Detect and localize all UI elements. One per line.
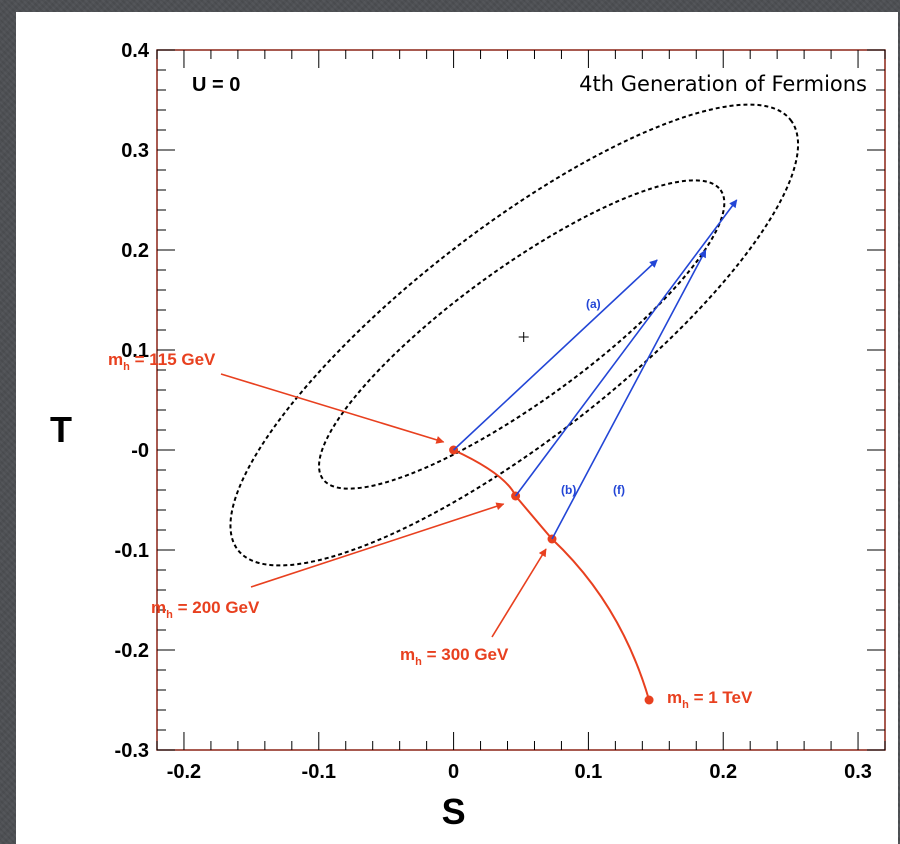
- outer-ellipse: [229, 103, 800, 567]
- fermion-arrow: [551, 249, 707, 540]
- chart-panel: -0.2 -0.1 0 0.1 0.2 0.3 0.4 0.3 0.2 0.1 -0 -0.1 -0.2…: [16, 12, 898, 844]
- y-tick-label: 0.4: [121, 40, 150, 62]
- higgs-mass-label: mh = 115 GeV: [108, 350, 216, 373]
- y-tick-label: 0.3: [121, 140, 149, 162]
- y-tick-label: 0.1: [121, 340, 149, 362]
- fermion-arrow: [514, 199, 738, 497]
- higgs-point: [644, 695, 654, 705]
- higgs-mass-label: mh = 200 GeV: [151, 598, 260, 621]
- x-tick-label: 0.1: [575, 761, 603, 783]
- y-tick-label: -0.3: [115, 740, 149, 762]
- st-plot: -0.2 -0.1 0 0.1 0.2 0.3 0.4 0.3 0.2 0.1 -0 -0.1 -0.2…: [50, 40, 886, 832]
- fermion-arrow-label: (b): [561, 483, 576, 497]
- x-tick-label: -0.2: [167, 761, 201, 783]
- higgs-label-arrow: [250, 502, 505, 588]
- x-tick-label: -0.1: [302, 761, 336, 783]
- y-tick-label: -0.1: [115, 540, 149, 562]
- higgs-curve-line: [453, 449, 651, 701]
- x-tick-label: 0.3: [844, 761, 872, 783]
- x-axis-title: S: [442, 791, 466, 832]
- fermion-arrow: [453, 259, 658, 451]
- confidence-ellipses: [229, 103, 800, 567]
- plot-frame: [156, 49, 886, 751]
- x-tick-label: 0.2: [709, 761, 737, 783]
- inner-ellipse: [318, 179, 726, 490]
- y-tick-label: -0.2: [115, 640, 149, 662]
- y-tick-label: 0.2: [121, 240, 149, 262]
- x-tick-label: 0: [448, 761, 459, 783]
- higgs-label-arrow: [491, 548, 547, 638]
- y-tick-label: -0: [131, 440, 149, 462]
- generation-label: 4th Generation of Fermions: [579, 72, 867, 96]
- fermion-arrow-label: (f): [613, 483, 625, 497]
- chart-labels: S T U = 0 4th Generation of Fermions mh = 11…: [50, 72, 867, 832]
- y-axis-title: T: [50, 409, 72, 450]
- higgs-mass-label: mh = 300 GeV: [400, 645, 509, 668]
- higgs-label-arrow: [220, 373, 445, 444]
- u-label: U = 0: [192, 74, 240, 96]
- fermion-arrow-label: (a): [586, 297, 601, 311]
- higgs-mass-label: mh = 1 TeV: [667, 688, 753, 711]
- axis-ticks: -0.2 -0.1 0 0.1 0.2 0.3 0.4 0.3 0.2 0.1 -0 -0.1 -0.2…: [115, 40, 886, 783]
- fermion-arrows: (a) (b) (f): [453, 199, 738, 540]
